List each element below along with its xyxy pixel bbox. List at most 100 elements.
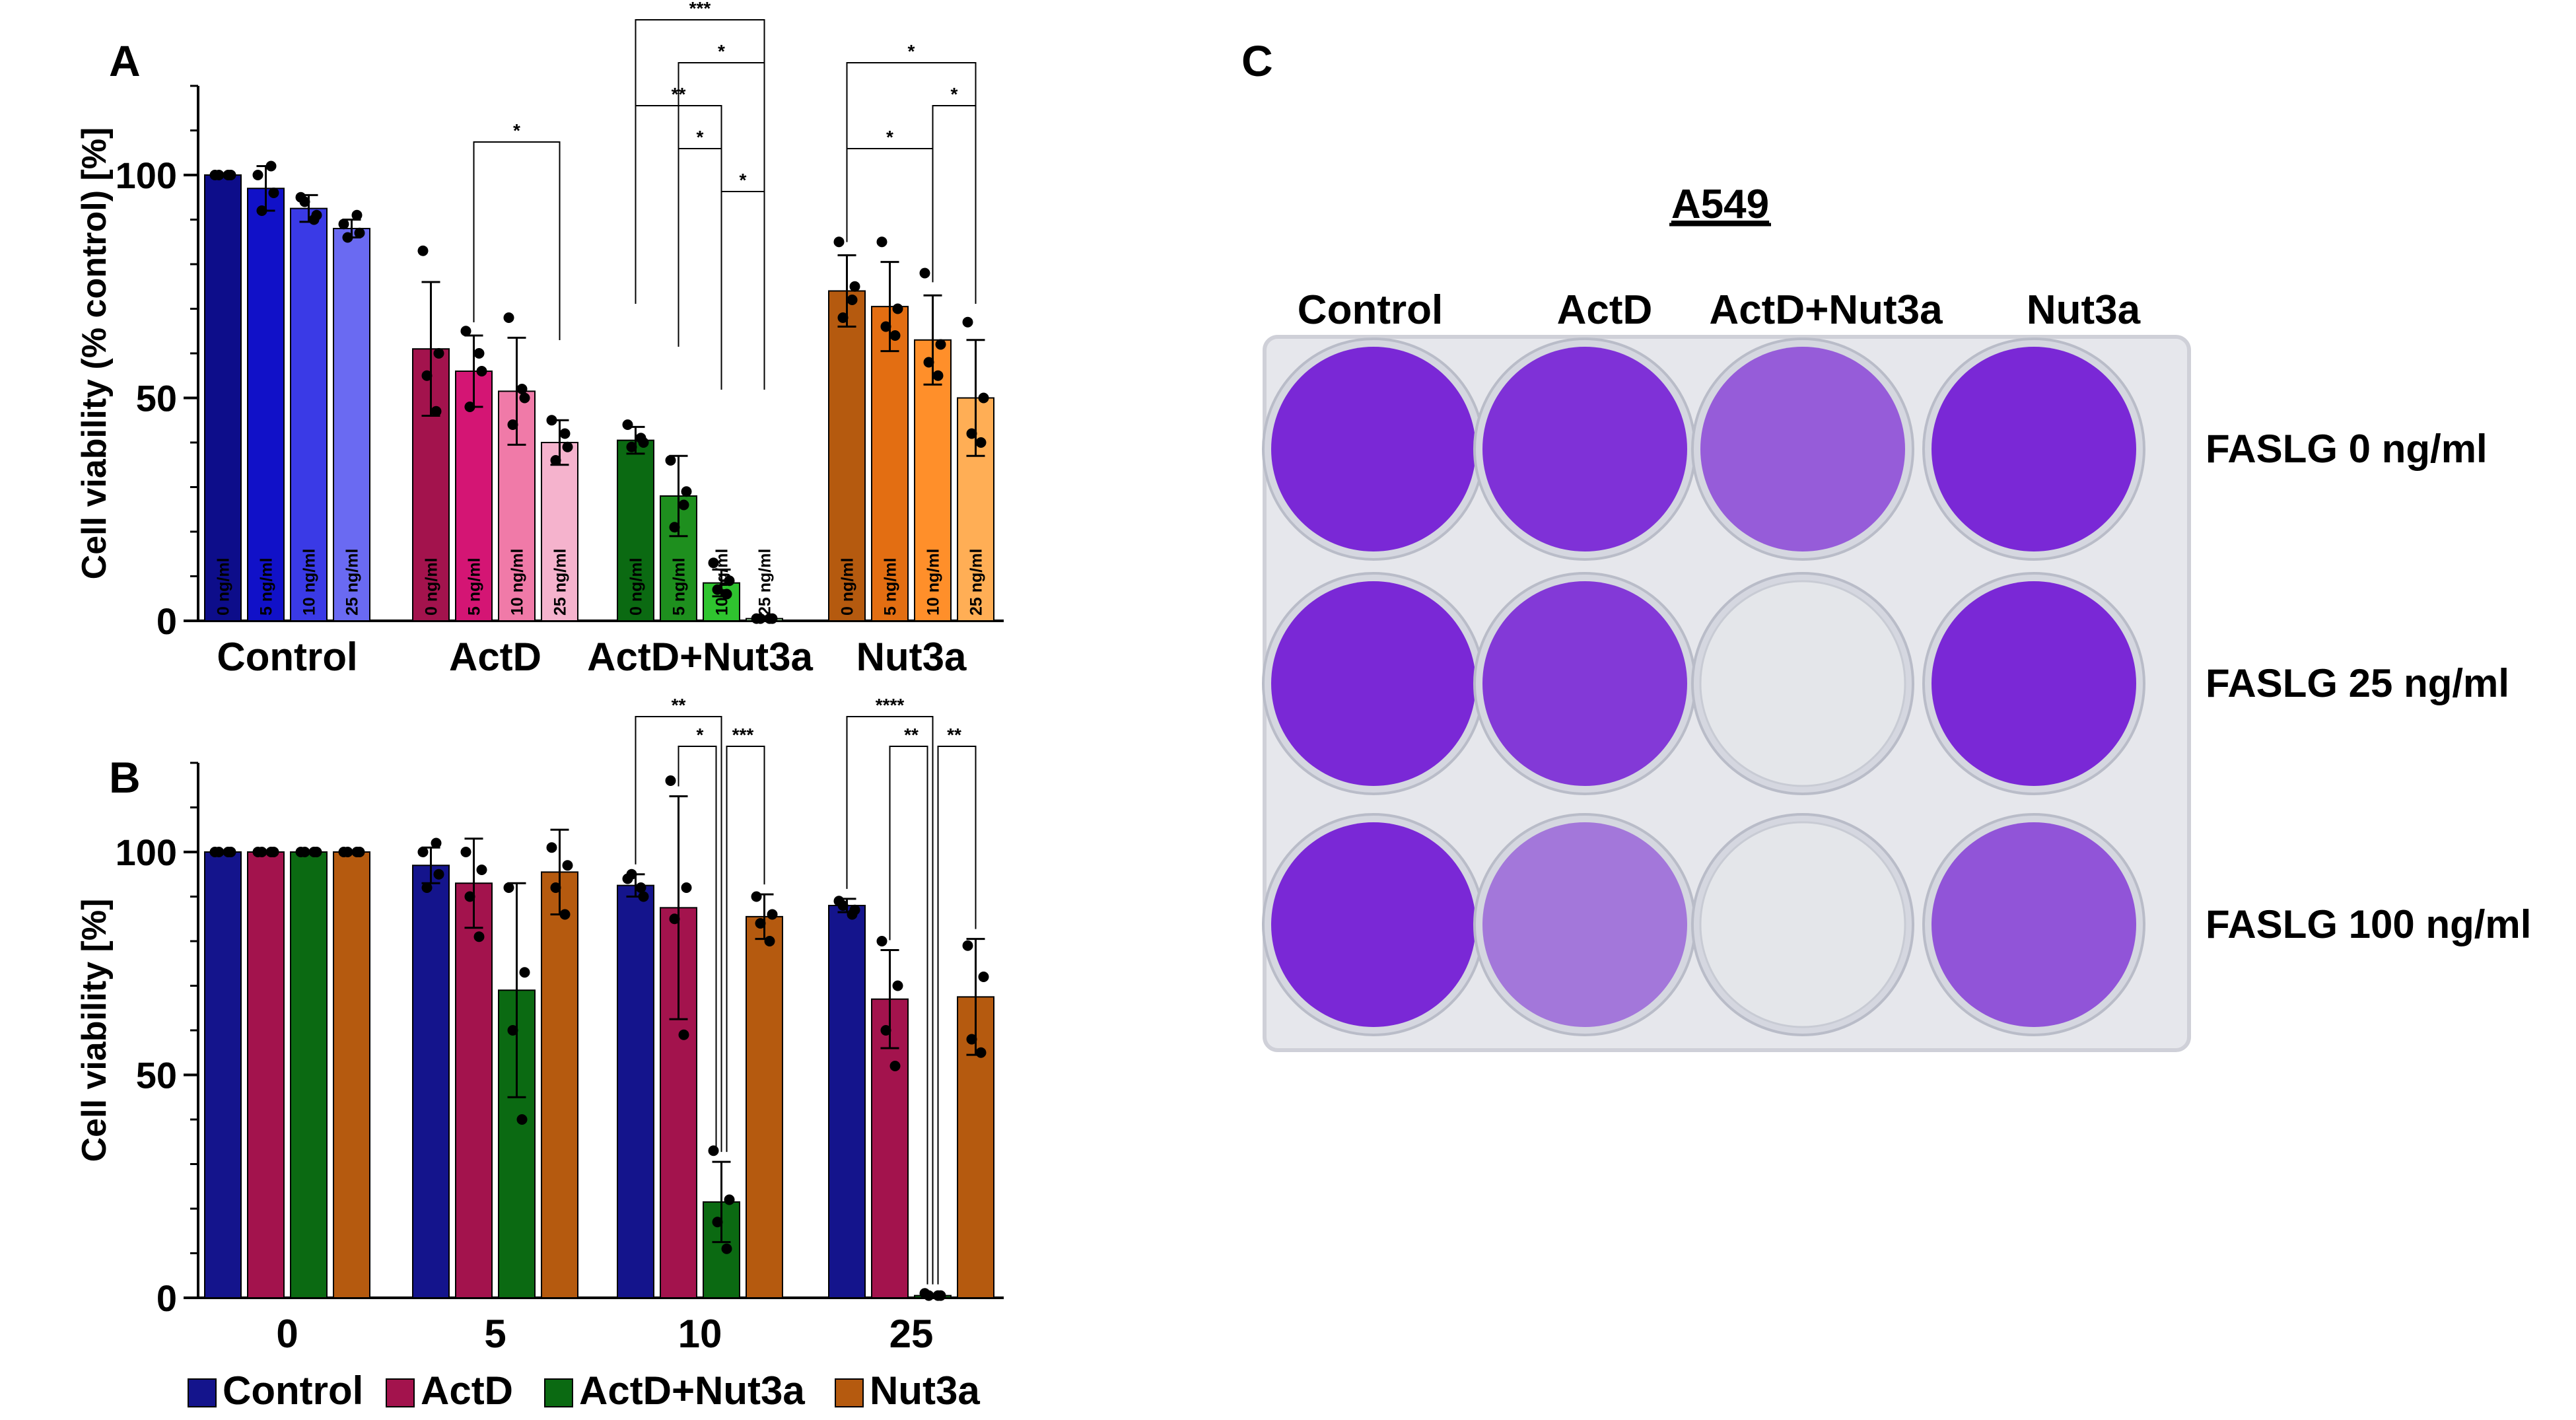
chart-a-data-point [476,366,487,376]
chart-b-data-point [473,931,485,942]
chart-a-data-point [338,219,349,230]
chart-a-data-point [833,236,845,248]
chart-b-data-point [550,882,561,893]
photo-row-label: FASLG 0 ng/ml [2206,427,2488,471]
panel-label-a: A [109,36,141,85]
chart-b-data-point [635,882,646,893]
chart-a-data-point [622,419,633,430]
chart-b-data-point [460,847,471,857]
chart-b-significance-label: ** [904,725,919,745]
chart-b-data-point [669,913,680,925]
chart-a-bar [498,390,536,621]
chart-b-category-label: 5 [484,1312,506,1356]
chart-b-significance-bracket [937,746,977,1285]
chart-a-significance-label: * [513,120,520,141]
chart-b-data-point [751,891,762,902]
chart-b-data-point [880,1025,891,1036]
chart-a-data-point [635,433,646,444]
chart-b-significance-bracket [889,746,928,1285]
chart-a-data-point [431,406,442,417]
chart-b-data-point [847,909,858,920]
chart-a-data-point [966,428,977,439]
chart-a-significance-label: * [886,127,893,147]
chart-a-bar [247,188,285,621]
chart-b-data-point [638,891,649,902]
chart-b-data-point [464,891,475,902]
chart-a-data-point [473,348,485,359]
chart-a-data-point [308,214,320,225]
chart-b-category-label: 10 [678,1312,722,1356]
chart-a-data-point [503,312,514,323]
chart-a-bar-label: 5 ng/ml [882,557,900,616]
chart-b-data-point [546,842,557,853]
chart-a-data-point [417,245,429,256]
well-stain [1700,347,1905,551]
chart-a-data-point [721,588,732,600]
well-stain [1271,822,1476,1027]
chart-a-bar-label: 10 ng/ml [713,549,732,616]
chart-a-bar-label: 10 ng/ml [508,549,527,616]
chart-a-bar-label: 5 ng/ml [670,557,689,616]
chart-b-data-point [892,980,903,991]
chart-b-significance-label: **** [876,695,905,715]
chart-b-bar [412,865,450,1298]
chart-a-data-point [460,326,471,337]
chart-b-bar [204,851,242,1298]
chart-b-y-label: Cell viability [%] [75,899,114,1162]
chart-a-data-point [889,330,901,341]
chart-a-data-point [935,339,946,350]
chart-a-y-tick-label: 0 [157,600,177,642]
chart-b-data-point [351,847,363,857]
chart-b-legend: Control ActD ActD+Nut3a Nut3a [188,1368,980,1413]
chart-a-data-point [516,384,528,394]
chart-a-y-label: Cell viability (% control) [%] [75,127,114,580]
chart-b-data-point [431,837,442,849]
chart-a-data-point [342,232,353,243]
chart-a-bar-label: 25 ng/ml [967,549,986,616]
chart-b-data-point [476,865,487,875]
well-stain [1482,347,1687,551]
chart-a-bar-label: 10 ng/ml [924,549,943,616]
well-stain [1932,347,2136,551]
chart-a-significance-label: ** [672,84,686,104]
well-stain [1932,581,2136,786]
chart-a-data-point [837,312,849,323]
chart-a-significance-bracket [846,148,934,283]
chart-a-bar [914,339,952,621]
chart-a-bar-label: 25 ng/ml [756,549,775,616]
chart-b-data-point [975,1047,987,1058]
chart-a-bar-label: 25 ng/ml [551,549,570,616]
chart-b-significance-bracket [678,746,717,1153]
chart-a-bar [204,174,242,621]
chart-a-bar-label: 0 ng/ml [423,557,441,616]
chart-a-group-label: ActD+Nut3a [587,635,813,679]
chart-a-data-point [256,205,267,216]
well-stain [1271,347,1476,551]
chart-a-data-point [213,170,225,180]
chart-a-bar-label: 10 ng/ml [300,549,319,616]
chart-a-data-point [559,428,571,439]
chart-b-data-point [708,1145,719,1156]
photo-row-label: FASLG 25 ng/ml [2206,661,2509,705]
chart-a-data-point [962,316,973,328]
chart-b-data-point [213,847,225,857]
chart-b-data-point [962,940,973,951]
chart-a-data-point [876,236,888,248]
legend-label: Nut3a [870,1368,980,1413]
chart-a-data-point [892,303,903,314]
chart-a-data-point [849,281,860,292]
chart-b-data-point [417,847,429,857]
chart-b-data-point [308,847,320,857]
chart-b-data-point [507,1025,518,1036]
chart-b-significance-label: ** [672,695,686,715]
chart-a-data-point [562,441,573,452]
chart-a-data-point [975,437,987,448]
chart-a-group-label: Control [217,635,357,679]
chart-b-data-point [562,860,573,871]
chart-b-data-point [299,847,310,857]
chart-a-y-tick-label: 100 [116,155,177,196]
chart-a-data-point [252,170,263,180]
chart-a-bar-label: 0 ng/ml [839,557,857,616]
